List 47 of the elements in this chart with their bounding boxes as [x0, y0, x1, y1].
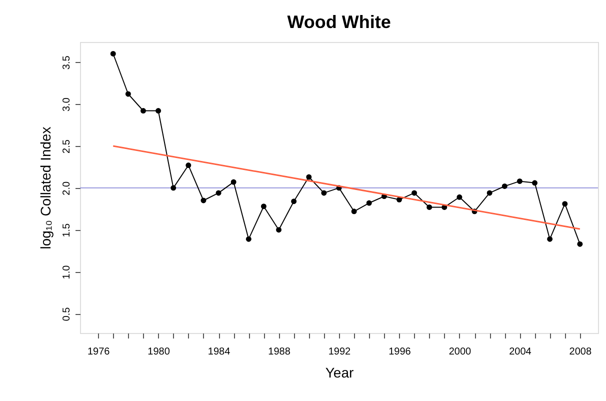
- x-tick-label: 1988: [268, 346, 291, 358]
- point: [321, 190, 327, 196]
- point: [547, 236, 553, 242]
- point: [502, 184, 508, 189]
- point: [351, 208, 357, 214]
- x-tick-label: 1980: [148, 346, 170, 358]
- point: [532, 180, 538, 186]
- y-axis-title: log₁₀ Collated Index: [38, 126, 54, 250]
- point: [412, 190, 418, 196]
- point: [170, 185, 176, 191]
- x-tick-label: 2000: [448, 346, 472, 358]
- point: [260, 204, 266, 210]
- point: [110, 51, 116, 56]
- y-tick-label: 1.0: [62, 264, 72, 280]
- x-tick-label: 1976: [87, 346, 110, 358]
- y-tick-label: 0.5: [62, 306, 72, 322]
- point: [156, 108, 162, 114]
- point: [246, 236, 252, 242]
- x-tick-label: 2004: [509, 346, 532, 358]
- x-tick-label: 1984: [208, 346, 231, 358]
- point: [125, 91, 131, 97]
- x-tick-label: 1996: [388, 346, 412, 358]
- point: [306, 174, 312, 180]
- point: [486, 190, 492, 196]
- point: [200, 198, 206, 204]
- point: [426, 204, 432, 210]
- x-axis-title: Year: [325, 364, 354, 380]
- point: [577, 241, 583, 247]
- point: [396, 196, 402, 202]
- point: [516, 178, 522, 184]
- point: [366, 200, 372, 206]
- point: [140, 108, 146, 114]
- y-tick-label: 2.5: [62, 139, 72, 154]
- point: [291, 198, 297, 204]
- x-tick-label: 2008: [569, 346, 592, 358]
- point: [186, 162, 192, 168]
- point: [456, 194, 462, 200]
- y-tick-label: 3.0: [62, 97, 72, 112]
- x-tick-label: 1992: [328, 346, 352, 358]
- point: [216, 190, 222, 196]
- point: [276, 227, 282, 233]
- y-tick-label: 2.0: [62, 181, 72, 196]
- chart-title: Wood White: [287, 12, 391, 32]
- point: [562, 201, 568, 207]
- point: [230, 179, 236, 185]
- y-tick-label: 1.5: [62, 222, 72, 238]
- y-tick-label: 3.5: [62, 55, 72, 70]
